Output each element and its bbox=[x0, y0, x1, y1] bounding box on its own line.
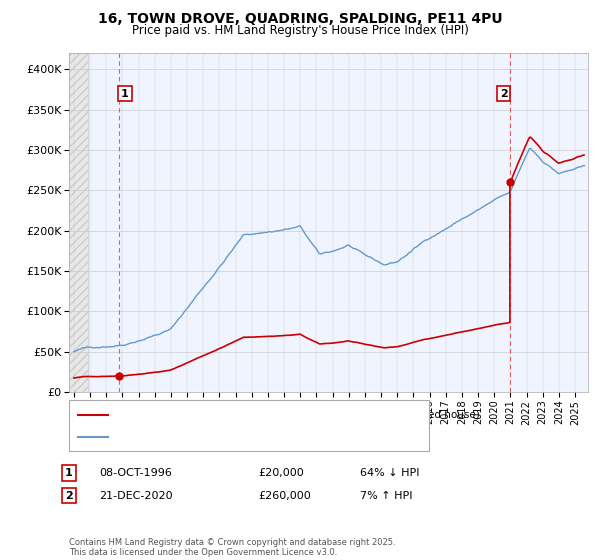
Text: 7% ↑ HPI: 7% ↑ HPI bbox=[360, 491, 413, 501]
Text: Price paid vs. HM Land Registry's House Price Index (HPI): Price paid vs. HM Land Registry's House … bbox=[131, 24, 469, 36]
Text: Contains HM Land Registry data © Crown copyright and database right 2025.
This d: Contains HM Land Registry data © Crown c… bbox=[69, 538, 395, 557]
Text: 21-DEC-2020: 21-DEC-2020 bbox=[99, 491, 173, 501]
Text: £20,000: £20,000 bbox=[258, 468, 304, 478]
Text: 2: 2 bbox=[500, 88, 508, 99]
Text: £260,000: £260,000 bbox=[258, 491, 311, 501]
Text: 16, TOWN DROVE, QUADRING, SPALDING, PE11 4PU: 16, TOWN DROVE, QUADRING, SPALDING, PE11… bbox=[98, 12, 502, 26]
Text: HPI: Average price, detached house, South Holland: HPI: Average price, detached house, Sout… bbox=[114, 432, 380, 442]
Text: 1: 1 bbox=[121, 88, 129, 99]
Bar bbox=[69, 53, 88, 392]
Text: 64% ↓ HPI: 64% ↓ HPI bbox=[360, 468, 419, 478]
Text: 08-OCT-1996: 08-OCT-1996 bbox=[99, 468, 172, 478]
Text: 1: 1 bbox=[65, 468, 73, 478]
Text: 16, TOWN DROVE, QUADRING, SPALDING, PE11 4PU (detached house): 16, TOWN DROVE, QUADRING, SPALDING, PE11… bbox=[114, 409, 480, 419]
Text: 2: 2 bbox=[65, 491, 73, 501]
